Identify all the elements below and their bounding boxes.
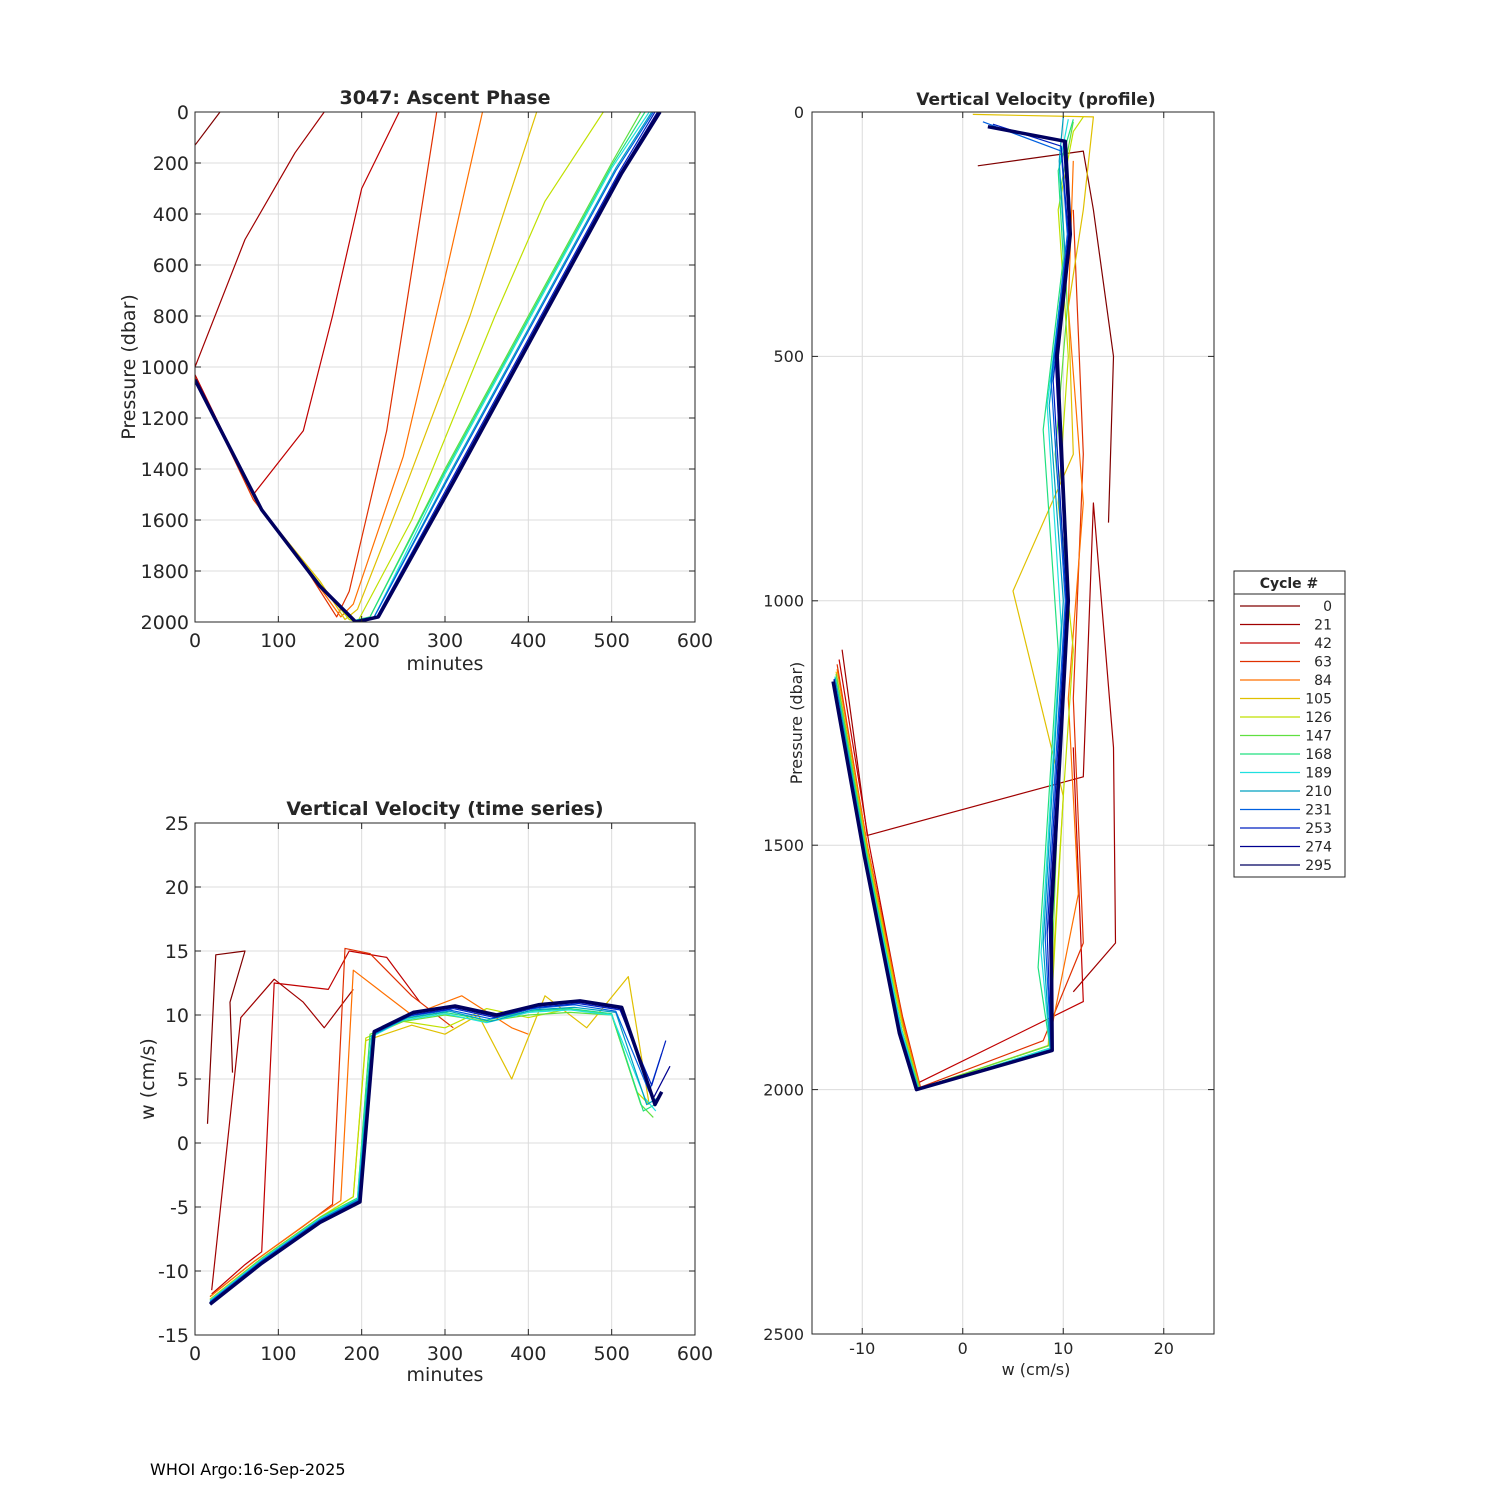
ascent-series-cycle-295 [195,112,662,622]
ascent-ylabel: Pressure (dbar) [118,294,140,440]
ascent-series-cycle-63 [195,112,438,618]
ascent-xtick-label: 600 [677,630,713,652]
legend-label-cycle-126: 126 [1305,710,1332,726]
vv-time-series-cycle-295 [208,999,664,1306]
vv-profile-ytick-label: 0 [794,103,804,122]
legend-box [1233,570,1346,878]
vv-profile-title: Vertical Velocity (profile) [916,90,1155,110]
vv-profile-series-cycle-295 [831,124,1073,1092]
legend-label-cycle-63: 63 [1314,655,1332,671]
vv-time-xlabel: minutes [407,1364,484,1386]
ascent-series-cycle-21 [195,112,325,368]
legend-title: Cycle # [1260,576,1319,592]
ascent-ytick-label: 400 [153,204,189,226]
legend-label-cycle-84: 84 [1314,673,1332,689]
vv-profile-xlabel: w (cm/s) [1002,1360,1071,1379]
vv-time-series-axes: 0 100 200 300 400 500 600 25 20 15 10 5 0 -5 -10 -15 Ve… [137,798,713,1386]
legend-label-cycle-231: 231 [1305,803,1332,819]
ascent-ytick-label: 1600 [141,510,189,532]
ascent-xtick-label: 400 [510,630,546,652]
ascent-phase-axes: 0 100 200 300 400 500 600 0 200 400 600 800 1000 1200… [118,87,713,675]
ascent-ytick-label: 200 [153,153,189,175]
ascent-ytick-label: 0 [177,102,189,124]
vv-time-ytick-label: 0 [177,1133,189,1155]
vv-time-xtick-label: 300 [427,1343,463,1365]
legend-label-cycle-147: 147 [1305,729,1332,745]
legend-label-cycle-42: 42 [1314,636,1332,652]
vv-profile-ylabel: Pressure (dbar) [787,662,806,785]
vv-time-series-cycle-21 [211,978,354,1291]
legend-label-cycle-105: 105 [1305,692,1332,708]
vv-time-series-cycle-42 [211,950,421,1295]
vv-time-ytick-label: 25 [165,813,189,835]
legend-label-cycle-189: 189 [1305,766,1332,782]
vv-time-ylabel: w (cm/s) [137,1038,159,1120]
ascent-ytick-label: 1800 [141,561,189,583]
vv-profile-xtick-label: 10 [1053,1339,1073,1358]
vv-profile-ytick-label: 1000 [763,592,804,611]
vv-time-xtick-label: 100 [260,1343,296,1365]
ascent-xtick-label: 200 [344,630,380,652]
ascent-series-cycle-0 [195,112,221,146]
vv-profile-ytick-label: 1500 [763,836,804,855]
vv-profile-axes-box [811,111,1215,1335]
vv-time-ytick-label: -5 [170,1197,189,1219]
vv-time-series-cycle-189 [209,1009,657,1301]
vv-time-xtick-label: 0 [189,1343,201,1365]
ascent-ytick-label: 2000 [141,612,189,634]
ascent-xtick-label: 0 [189,630,201,652]
vv-time-ytick-label: -10 [158,1261,189,1283]
vv-profile-xtick-label: 0 [958,1339,968,1358]
legend-label-cycle-21: 21 [1314,618,1332,634]
vv-profile-series-cycle-0 [977,150,1115,523]
legend: Cycle # 0 21 42 63 84 105 126 147 168 189 210 231 25… [1233,570,1346,878]
vv-time-series-cycle-0 [206,950,246,1124]
vv-profile-series-cycle-84 [836,160,1084,1090]
ascent-ytick-label: 1400 [141,459,189,481]
footer-label: WHOI Argo: [150,1460,243,1479]
vv-profile-axes: -10 0 10 20 0 500 1000 1500 2000 2500 Vertical Ve… [763,90,1215,1379]
ascent-ytick-label: 600 [153,255,189,277]
legend-label-cycle-210: 210 [1305,784,1332,800]
vv-profile-ytick-label: 2000 [763,1080,804,1099]
vv-profile-xtick-label: 20 [1154,1339,1174,1358]
vv-profile-plot-area [812,112,1214,1334]
vv-time-xtick-label: 400 [510,1343,546,1365]
ascent-ytick-label: 1000 [141,357,189,379]
footer-stamp: WHOI Argo:16-Sep-2025 [150,1460,346,1479]
ascent-xtick-label: 500 [594,630,630,652]
vv-time-xtick-label: 200 [344,1343,380,1365]
footer-date: 16-Sep-2025 [242,1460,346,1479]
legend-label-cycle-274: 274 [1305,840,1332,856]
ascent-title: 3047: Ascent Phase [340,87,551,109]
vv-time-series-cycle-231 [209,1004,663,1303]
vv-time-ytick-label: -15 [158,1325,189,1347]
legend-label-cycle-0: 0 [1323,599,1332,615]
legend-label-cycle-295: 295 [1305,858,1332,874]
ascent-ytick-label: 1200 [141,408,189,430]
vv-profile-xtick-label: -10 [849,1339,875,1358]
vv-time-ytick-label: 15 [165,941,189,963]
legend-label-cycle-168: 168 [1305,747,1332,763]
vv-profile-ytick-label: 2500 [763,1325,804,1344]
ascent-xtick-label: 300 [427,630,463,652]
vv-time-xtick-label: 500 [594,1343,630,1365]
vv-time-ytick-label: 20 [165,877,189,899]
vv-time-xtick-label: 600 [677,1343,713,1365]
ascent-xlabel: minutes [407,653,484,675]
vv-profile-ytick-label: 500 [773,347,804,366]
vv-time-ytick-label: 5 [177,1069,189,1091]
legend-label-cycle-253: 253 [1305,821,1332,837]
ascent-xtick-label: 100 [260,630,296,652]
vv-time-title: Vertical Velocity (time series) [286,798,603,820]
ascent-ytick-label: 800 [153,306,189,328]
vv-time-ytick-label: 10 [165,1005,189,1027]
